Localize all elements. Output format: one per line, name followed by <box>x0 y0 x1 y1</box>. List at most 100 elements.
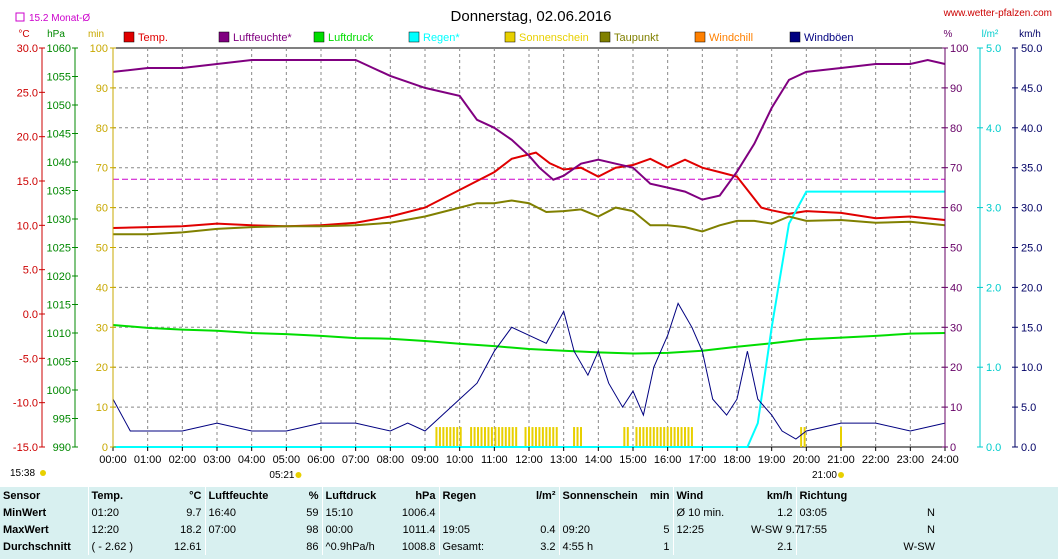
sunshine-bar <box>803 427 806 447</box>
sunshine-bar <box>677 427 680 447</box>
sunshine-bar <box>538 427 541 447</box>
wind-tick-label: 5.0 <box>1021 402 1036 414</box>
sunshine-bar <box>623 427 626 447</box>
stats-cell-time: 01:20 <box>87 504 150 521</box>
rain-tick-label: 3.0 <box>986 203 1001 215</box>
x-tick-label: 11:00 <box>481 454 508 466</box>
wind-tick-label: 15.0 <box>1021 322 1042 334</box>
stats-header-row: Sensor Temp. °C Luftfeuchte% Luftdruck hPa Reg… <box>0 487 1058 504</box>
x-tick-label: 14:00 <box>585 454 613 466</box>
sunset-icon <box>838 472 844 478</box>
website-link[interactable]: www.wetter-pfalzen.com <box>943 8 1052 19</box>
sunshine-bar <box>470 427 473 447</box>
x-tick-label: 24:00 <box>931 454 959 466</box>
sun-unit-label: min <box>88 29 104 40</box>
sunshine-bar <box>659 427 662 447</box>
stats-cell-value: 1008.8 <box>401 540 436 553</box>
stats-cell-value: 3.2 <box>540 540 556 553</box>
humidity-tick-label: 10 <box>950 402 962 414</box>
wind-tick-label: 20.0 <box>1021 282 1042 294</box>
sunshine-bar <box>483 427 486 447</box>
humidity-tick-label: 20 <box>950 362 962 374</box>
series-lines <box>112 58 946 448</box>
sunshine-bar <box>649 427 652 447</box>
legend-swatch <box>123 31 135 43</box>
stats-row: Durchschnitt ( - 2.62 ) 12.61 86 ^0.9hPa/h 10… <box>0 538 1058 555</box>
sunshine-bar <box>670 427 673 447</box>
temp-tick-label: 0.0 <box>23 309 38 321</box>
sunshine-bar <box>545 427 548 447</box>
stats-row-label: Durchschnitt <box>3 540 71 553</box>
stats-header-label: Temp. <box>87 487 150 504</box>
x-tick-label: 08:00 <box>377 454 405 466</box>
stats-cell-value: 1 <box>663 540 670 553</box>
sun-icon <box>40 470 46 476</box>
sunshine-bar <box>645 427 648 447</box>
x-tick-label: 05:00 <box>273 454 301 466</box>
sunshine-bar <box>638 427 641 447</box>
monthly-avg-label: 15.2 Monat-Ø <box>29 13 90 24</box>
wind-tick-label: 50.0 <box>1021 43 1042 55</box>
rain-tick-label: 4.0 <box>986 123 1001 135</box>
sun-tick-label: 20 <box>96 362 108 374</box>
temp-unit-label: °C <box>18 29 29 40</box>
humidity-tick-label: 0 <box>950 442 956 454</box>
x-tick-label: 01:00 <box>134 454 162 466</box>
sunshine-bar <box>480 427 483 447</box>
legend-swatch <box>789 31 801 43</box>
stats-cell-time <box>558 504 621 521</box>
stats-cell-value: 9.7 <box>186 506 202 519</box>
axes: 00:00 01:00 02:00 03:00 04:00 05:00 06:00 07:00… <box>13 29 1043 481</box>
wind-tick-label: 30.0 <box>1021 203 1042 215</box>
humidity-tick-label: 70 <box>950 163 962 175</box>
temp-tick-label: -5.0 <box>19 353 38 365</box>
legend-swatch <box>694 31 706 43</box>
sunshine-bar <box>449 427 452 447</box>
legend-swatch <box>599 31 611 43</box>
humidity-tick-label: 100 <box>950 43 968 55</box>
legend-label: Windböen <box>804 32 854 44</box>
humidity-tick-label: 60 <box>950 203 962 215</box>
sunshine-bar <box>501 427 504 447</box>
x-tick-label: 02:00 <box>169 454 197 466</box>
stats-cell-time: 16:40 <box>204 504 267 521</box>
sunshine-bar <box>548 427 551 447</box>
pressure-unit-label: hPa <box>47 29 65 40</box>
stats-cell-time <box>795 538 886 555</box>
x-tick-label: 23:00 <box>897 454 925 466</box>
sun-tick-label: 30 <box>96 322 108 334</box>
rain-unit-label: l/m² <box>982 29 999 40</box>
stats-header-label: Regen <box>438 487 501 504</box>
stats-row-label: MinWert <box>3 506 47 519</box>
sunshine-bar <box>494 427 497 447</box>
sunshine-bar <box>541 427 544 447</box>
series-line <box>112 324 946 355</box>
stats-cell-time: 12:20 <box>87 521 150 538</box>
wind-tick-label: 0.0 <box>1021 442 1036 454</box>
stats-cell-value: 0.4 <box>540 523 556 536</box>
sunshine-bar <box>487 427 490 447</box>
stats-cell-value: N <box>927 506 935 519</box>
stats-row: MaxWert 12:20 18.2 07:00 98 00:00 1011.4 19:05 0… <box>0 521 1058 538</box>
sunshine-bar <box>840 427 842 447</box>
x-tick-label: 19:00 <box>758 454 786 466</box>
sunshine-bar <box>490 427 493 447</box>
stats-cell-value: 12.61 <box>173 540 202 553</box>
sunshine-bar <box>626 427 629 447</box>
stats-cell-time: 17:55 <box>795 521 886 538</box>
x-tick-label: 07:00 <box>342 454 370 466</box>
sunshine-bar <box>552 427 555 447</box>
sunshine-bar <box>504 427 507 447</box>
monthly-avg-legend-box <box>15 12 25 22</box>
stats-row-label: MaxWert <box>3 523 49 536</box>
stats-header-label: Wind <box>672 487 748 504</box>
x-tick-label: 03:00 <box>203 454 231 466</box>
x-tick-label: 15:00 <box>619 454 647 466</box>
x-tick-label: 10:00 <box>446 454 474 466</box>
pressure-tick-label: 1000 <box>47 385 71 397</box>
humidity-tick-label: 90 <box>950 83 962 95</box>
stats-cell-time: ( - 2.62 ) <box>87 538 150 555</box>
pressure-tick-label: 1060 <box>47 43 71 55</box>
sunshine-bar <box>800 427 803 447</box>
sunshine-bar <box>573 427 576 447</box>
